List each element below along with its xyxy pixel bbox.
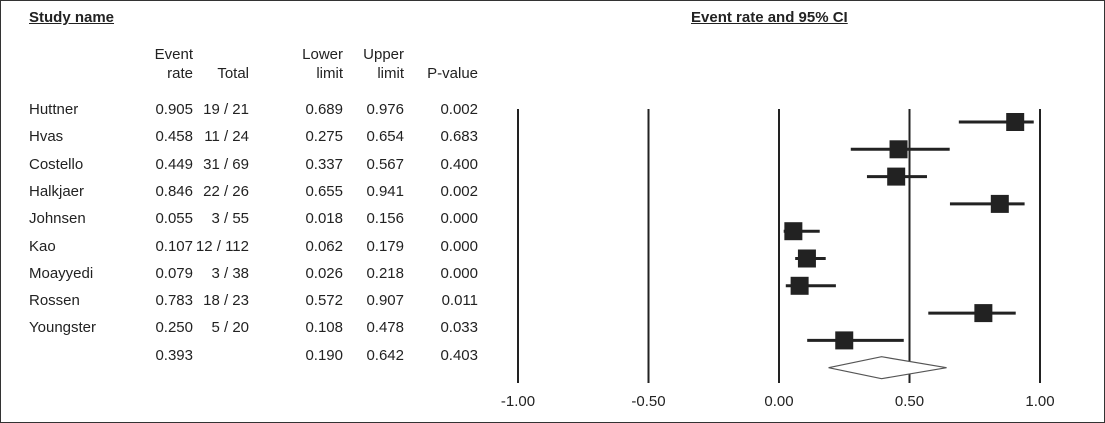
pooled-lower-limit: 0.190	[305, 346, 343, 364]
col-header-event-rate-line2: rate	[167, 65, 193, 82]
study-name-5: Kao	[29, 237, 56, 255]
lower-limit-1: 0.275	[305, 128, 343, 146]
col-header-total: Total	[169, 45, 249, 83]
total-2: 31 / 69	[203, 155, 249, 173]
study-name-4: Johnsen	[29, 210, 86, 228]
total-0: 19 / 21	[203, 101, 249, 118]
point-marker-6	[790, 276, 809, 295]
event-rate-7: 0.783	[155, 292, 193, 310]
point-marker-2	[887, 167, 906, 186]
pooled-upper-limit: 0.642	[366, 346, 404, 364]
p-value-5: 0.000	[440, 237, 478, 255]
study-name-7: Rossen	[29, 292, 80, 310]
event-rate-ci-header: Event rate and 95% CI	[691, 9, 848, 26]
p-value-3: 0.002	[440, 182, 478, 200]
pooled-diamond	[828, 356, 947, 380]
event-rate-4: 0.055	[155, 210, 193, 228]
col-header-upper-line1: Upper	[363, 46, 404, 63]
x-tick-label-2: 0.00	[764, 393, 793, 410]
col-header-lower-line1: Lower	[302, 46, 343, 63]
col-header-event-rate: Event rate	[133, 45, 193, 83]
study-name-3: Halkjaer	[29, 182, 85, 200]
lower-limit-6: 0.026	[305, 264, 343, 282]
point-marker-4	[784, 222, 803, 241]
total-4: 3 / 55	[211, 210, 249, 228]
point-marker-0	[1006, 113, 1025, 131]
x-tick-label-3: 0.50	[895, 393, 924, 410]
total-6: 3 / 38	[211, 264, 249, 282]
study-name-0: Huttner	[29, 101, 79, 118]
study-name-6: Moayyedi	[29, 264, 94, 282]
col-header-total-line2: Total	[217, 65, 249, 82]
upper-limit-6: 0.218	[366, 264, 404, 282]
upper-limit-2: 0.567	[366, 155, 404, 173]
event-rate-0: 0.905	[155, 101, 193, 118]
p-value-6: 0.000	[440, 264, 478, 282]
event-rate-5: 0.107	[155, 237, 193, 255]
total-3: 22 / 26	[203, 182, 249, 200]
lower-limit-0: 0.689	[305, 101, 343, 118]
event-rate-8: 0.250	[155, 319, 193, 337]
p-value-0: 0.002	[440, 101, 478, 118]
col-header-upper-line2: limit	[377, 65, 404, 82]
total-8: 5 / 20	[211, 319, 249, 337]
total-1: 11 / 24	[204, 128, 249, 146]
col-header-lower-limit: Lower limit	[283, 45, 343, 83]
upper-limit-3: 0.941	[366, 182, 404, 200]
study-name-2: Costello	[29, 155, 84, 173]
p-value-8: 0.033	[440, 319, 478, 337]
col-header-p-value: P-value	[418, 45, 478, 83]
total-7: 18 / 23	[203, 292, 249, 310]
upper-limit-7: 0.907	[366, 292, 404, 310]
x-tick-label-1: -0.50	[631, 393, 665, 410]
event-rate-1: 0.458	[155, 128, 193, 146]
pooled-event-rate: 0.393	[155, 346, 193, 364]
lower-limit-5: 0.062	[305, 237, 343, 255]
p-value-2: 0.400	[440, 155, 478, 173]
lower-limit-7: 0.572	[305, 292, 343, 310]
col-header-event-rate-line1: Event	[154, 46, 193, 63]
lower-limit-8: 0.108	[305, 319, 343, 337]
p-value-4: 0.000	[440, 210, 478, 228]
total-5: 12 / 112	[195, 237, 249, 255]
event-rate-3: 0.846	[155, 182, 193, 200]
point-marker-1	[889, 140, 908, 159]
pooled-p-value: 0.403	[440, 346, 478, 364]
upper-limit-1: 0.654	[366, 128, 404, 146]
p-value-7: 0.011	[441, 292, 478, 310]
lower-limit-4: 0.018	[305, 210, 343, 228]
col-header-upper-limit: Upper limit	[344, 45, 404, 83]
col-header-p-line2: P-value	[427, 65, 478, 82]
lower-limit-2: 0.337	[305, 155, 343, 173]
point-marker-3	[990, 194, 1009, 213]
upper-limit-5: 0.179	[366, 237, 404, 255]
study-name-1: Hvas	[29, 128, 64, 146]
upper-limit-4: 0.156	[366, 210, 404, 228]
x-tick-label-4: 1.00	[1025, 393, 1054, 410]
upper-limit-0: 0.976	[366, 101, 404, 118]
point-marker-5	[797, 249, 816, 268]
lower-limit-3: 0.655	[305, 182, 343, 200]
col-header-lower-line2: limit	[316, 65, 343, 82]
point-marker-8	[835, 331, 854, 350]
study-name-8: Youngster	[29, 319, 97, 337]
study-name-header: Study name	[29, 9, 115, 26]
upper-limit-8: 0.478	[366, 319, 404, 337]
point-marker-7	[974, 304, 993, 323]
event-rate-6: 0.079	[155, 264, 193, 282]
p-value-1: 0.683	[440, 128, 478, 146]
event-rate-2: 0.449	[155, 155, 193, 173]
x-tick-label-0: -1.00	[501, 393, 535, 410]
